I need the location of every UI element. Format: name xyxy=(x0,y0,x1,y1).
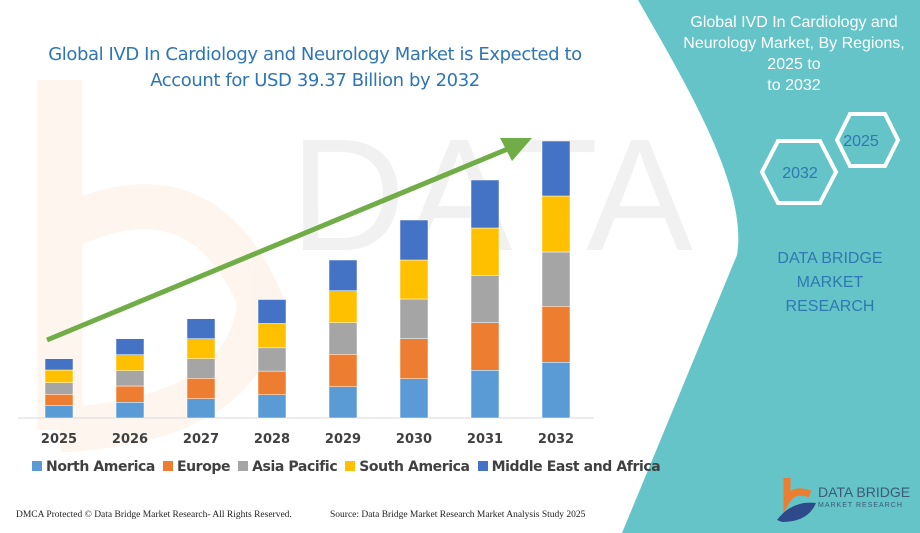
bar-2029-middle-east-and-africa xyxy=(328,259,358,291)
footer-source: Source: Data Bridge Market Research Mark… xyxy=(330,510,586,520)
trend-arrow xyxy=(46,138,532,343)
legend-swatch xyxy=(345,461,356,471)
bar-2025-middle-east-and-africa xyxy=(44,358,74,371)
logo-icon xyxy=(777,478,816,522)
bar-2032-middle-east-and-africa xyxy=(541,140,571,197)
chart-title: Global IVD In Cardiology and Neurology M… xyxy=(40,42,590,94)
bar-2030-europe xyxy=(399,338,429,379)
bar-2027-south-america xyxy=(186,338,216,359)
bar-2025-europe xyxy=(44,394,74,406)
x-tick-label: 2031 xyxy=(467,432,503,447)
legend-swatch xyxy=(477,461,488,471)
legend: North America Europe Asia Pacific South Ame… xyxy=(32,459,661,475)
panel-brand: DATA BRIDGE MARKET RESEARCH xyxy=(744,247,916,319)
x-tick-label: 2028 xyxy=(254,432,290,447)
legend-swatch xyxy=(32,461,42,471)
bar-2031-north-america xyxy=(470,370,500,419)
bar-2027-asia-pacific xyxy=(186,358,216,379)
bar-2027-europe xyxy=(186,378,216,399)
bar-2032-north-america xyxy=(541,362,571,419)
panel-title-line2: Neurology Market, By Regions, 2025 to xyxy=(683,35,905,73)
bar-2030-asia-pacific xyxy=(399,298,429,339)
chart-plot: 2025 2026 2027 2028 2029 2030 2031 2032 xyxy=(18,140,594,447)
x-tick-label: 2032 xyxy=(538,432,574,447)
bar-2027-north-america xyxy=(186,398,216,419)
panel-title-line1: Global IVD In Cardiology and xyxy=(690,14,898,31)
panel-title: Global IVD In Cardiology and Neurology M… xyxy=(672,12,916,96)
hexagon-2032 xyxy=(759,139,839,205)
bar-2025-asia-pacific xyxy=(44,382,74,395)
teal-panel xyxy=(622,0,920,533)
legend-item: Europe xyxy=(162,459,231,475)
bar-2026-middle-east-and-africa xyxy=(115,338,145,355)
bar-2031-south-america xyxy=(470,227,500,276)
legend-item: North America xyxy=(32,459,155,475)
x-tick-label: 2027 xyxy=(183,432,219,447)
legend-swatch xyxy=(162,461,173,471)
x-tick-label: 2029 xyxy=(325,432,361,447)
bar-2029-europe xyxy=(328,354,358,387)
bar-2026-south-america xyxy=(115,354,145,371)
legend-label: Middle East and Africa xyxy=(491,459,661,475)
chart-title-line2: Account for USD 39.37 Billion by 2032 xyxy=(150,70,480,91)
bar-2029-south-america xyxy=(328,290,358,323)
chart-title-line1: Global IVD In Cardiology and Neurology M… xyxy=(48,44,582,65)
legend-label: North America xyxy=(46,459,155,475)
hex-year-2025: 2025 xyxy=(843,133,879,150)
bar-2032-europe xyxy=(541,306,571,363)
bar-2031-europe xyxy=(470,322,500,371)
bar-2026-asia-pacific xyxy=(115,370,145,387)
bar-2030-middle-east-and-africa xyxy=(399,219,429,261)
bar-2031-asia-pacific xyxy=(470,275,500,323)
hexagons xyxy=(759,112,901,205)
bar-2029-asia-pacific xyxy=(328,322,358,355)
bar-2032-south-america xyxy=(541,195,571,253)
legend-item: South America xyxy=(345,459,470,475)
legend-swatch xyxy=(238,461,249,471)
x-tick-label: 2025 xyxy=(41,432,77,447)
panel-title-line3: to 2032 xyxy=(767,77,821,94)
x-tick-label: 2030 xyxy=(396,432,432,447)
brand-line2: RESEARCH xyxy=(785,298,875,315)
logo-subtext: MARKET RESEARCH xyxy=(818,502,903,509)
x-tick-label: 2026 xyxy=(112,432,148,447)
legend-label: Europe xyxy=(176,459,231,475)
legend-label: South America xyxy=(359,459,470,475)
bar-2030-south-america xyxy=(399,259,429,300)
bar-2026-north-america xyxy=(115,402,145,419)
footer-copyright: DMCA Protected © Data Bridge Market Rese… xyxy=(16,510,292,520)
bar-2026-europe xyxy=(115,385,145,403)
legend-item: Middle East and Africa xyxy=(477,459,661,475)
legend-item: Asia Pacific xyxy=(238,459,338,475)
bar-2030-north-america xyxy=(399,378,429,419)
hexagon-2025 xyxy=(834,112,901,168)
bar-2028-asia-pacific xyxy=(257,347,287,372)
arrow-head xyxy=(500,138,532,161)
brand-line1: DATA BRIDGE MARKET xyxy=(777,250,883,291)
legend-label: Asia Pacific xyxy=(252,459,338,475)
bar-2032-asia-pacific xyxy=(541,251,571,307)
bar-2028-middle-east-and-africa xyxy=(257,299,287,324)
bar-2028-south-america xyxy=(257,323,287,349)
bar-2025-north-america xyxy=(44,405,74,419)
bar-2027-middle-east-and-africa xyxy=(186,318,216,339)
bar-2025-south-america xyxy=(44,369,74,383)
bar-2028-north-america xyxy=(257,394,287,419)
logo-text: DATA BRIDGE xyxy=(818,484,911,500)
hex-year-2032: 2032 xyxy=(782,165,818,182)
bar-2029-north-america xyxy=(328,386,358,419)
bar-2028-europe xyxy=(257,370,287,395)
bar-2031-middle-east-and-africa xyxy=(470,179,500,229)
